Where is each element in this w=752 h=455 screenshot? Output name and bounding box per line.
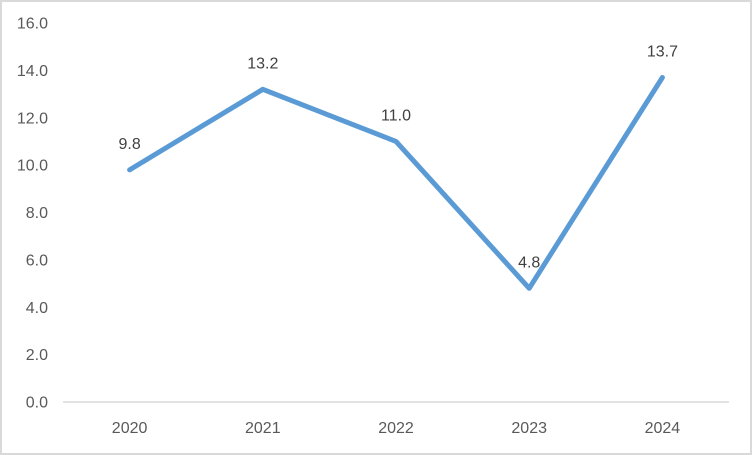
- y-axis-tick-label: 6.0: [26, 252, 48, 269]
- y-axis-tick-label: 2.0: [26, 347, 48, 364]
- y-axis-tick-label: 14.0: [17, 63, 48, 80]
- series-line: [127, 74, 665, 291]
- y-axis-tick-label: 12.0: [17, 110, 48, 127]
- x-axis-tick-label: 2023: [511, 420, 547, 437]
- y-axis-tick-label: 4.0: [26, 300, 48, 317]
- x-axis-tick-label: 2022: [378, 420, 414, 437]
- data-label: 13.7: [647, 43, 678, 60]
- y-axis-tick-label: 10.0: [17, 158, 48, 175]
- x-axis-tick-label: 2020: [112, 420, 148, 437]
- data-label: 4.8: [518, 254, 540, 271]
- data-label: 11.0: [381, 107, 411, 124]
- x-axis-tick-label: 2024: [645, 420, 681, 437]
- y-axis-tick-label: 0.0: [26, 395, 48, 412]
- data-label: 13.2: [247, 55, 278, 72]
- x-axis-tick-label: 2021: [245, 420, 281, 437]
- y-axis-tick-label: 16.0: [17, 16, 48, 33]
- y-axis-tick-label: 8.0: [26, 205, 48, 222]
- data-label: 9.8: [118, 136, 140, 153]
